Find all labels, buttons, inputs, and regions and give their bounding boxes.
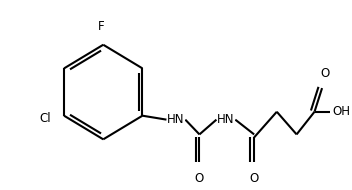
Text: O: O [195,172,204,185]
Text: HN: HN [217,113,235,126]
Text: O: O [250,172,259,185]
Text: HN: HN [167,113,185,126]
Text: OH: OH [332,105,351,118]
Text: Cl: Cl [39,112,51,125]
Text: O: O [320,67,329,80]
Text: F: F [98,20,105,33]
